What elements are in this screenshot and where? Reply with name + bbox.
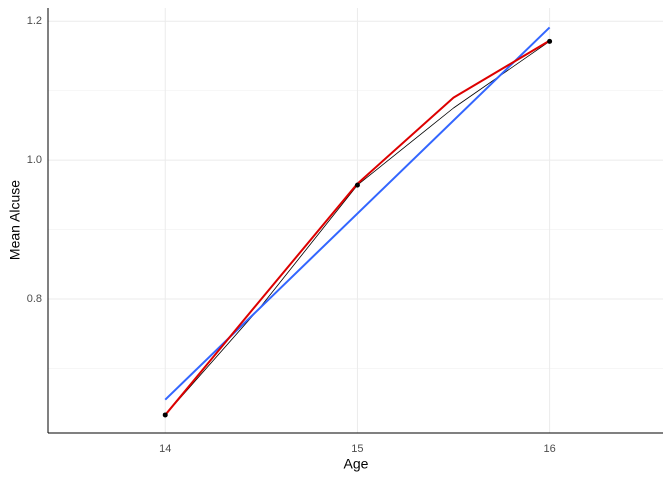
y-tick-label: 0.8 <box>27 293 42 305</box>
x-axis-label: Age <box>344 456 369 472</box>
y-tick-label: 1.0 <box>27 154 42 166</box>
data-point <box>162 412 168 418</box>
x-tick-label: 15 <box>351 443 363 455</box>
y-axis-label: Mean Alcuse <box>7 180 23 260</box>
data-point <box>547 38 553 44</box>
x-tick-label: 16 <box>543 443 555 455</box>
data-point <box>354 182 360 188</box>
x-tick-label: 14 <box>159 443 171 455</box>
y-tick-label: 1.2 <box>27 15 42 27</box>
